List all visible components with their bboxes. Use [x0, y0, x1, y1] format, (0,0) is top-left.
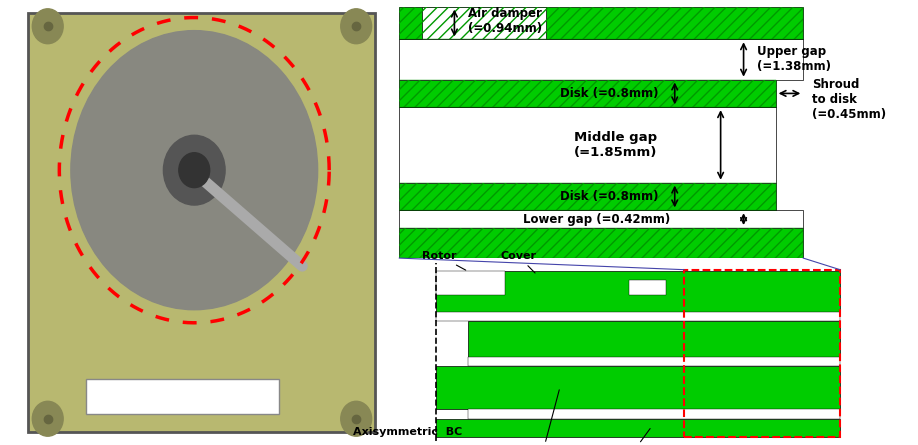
- Bar: [399, 80, 776, 107]
- Bar: [422, 7, 546, 39]
- Bar: [436, 271, 505, 295]
- Bar: [436, 312, 840, 321]
- Bar: [436, 366, 840, 409]
- Circle shape: [341, 401, 372, 436]
- Bar: [399, 182, 776, 210]
- Bar: [399, 80, 776, 107]
- Circle shape: [32, 9, 63, 44]
- Text: Disk (=0.8mm): Disk (=0.8mm): [560, 190, 658, 203]
- Circle shape: [71, 31, 318, 310]
- Bar: [468, 321, 840, 357]
- Text: Cover: Cover: [500, 251, 536, 273]
- Text: Lower gap (=0.42mm): Lower gap (=0.42mm): [523, 213, 670, 226]
- Bar: [399, 228, 803, 258]
- Circle shape: [163, 135, 225, 205]
- Bar: [684, 270, 840, 437]
- Bar: [436, 271, 840, 312]
- Bar: [468, 409, 840, 419]
- Text: Shroud
to disk
(=0.45mm): Shroud to disk (=0.45mm): [812, 78, 887, 121]
- Circle shape: [341, 9, 372, 44]
- Bar: [399, 210, 803, 228]
- Bar: [399, 228, 803, 258]
- Text: Middle gap
(=1.85mm): Middle gap (=1.85mm): [574, 131, 657, 159]
- Text: Axisymmetric  BC: Axisymmetric BC: [353, 427, 463, 437]
- Text: Disk (=0.8mm): Disk (=0.8mm): [560, 87, 658, 100]
- Text: Rotor: Rotor: [422, 251, 465, 270]
- Bar: [399, 182, 776, 210]
- Bar: [399, 39, 803, 80]
- Bar: [399, 7, 803, 39]
- Circle shape: [179, 153, 209, 188]
- Text: Air damper
(=0.94mm): Air damper (=0.94mm): [468, 7, 543, 35]
- Bar: [629, 280, 666, 295]
- Circle shape: [32, 401, 63, 436]
- Bar: [399, 107, 776, 182]
- Bar: [86, 380, 279, 414]
- Bar: [436, 419, 840, 437]
- Text: Base: Base: [528, 390, 559, 445]
- Bar: [399, 7, 803, 39]
- Text: Upper gap
(=1.38mm): Upper gap (=1.38mm): [757, 45, 832, 73]
- Bar: [468, 357, 840, 366]
- Text: Disk: Disk: [620, 429, 650, 445]
